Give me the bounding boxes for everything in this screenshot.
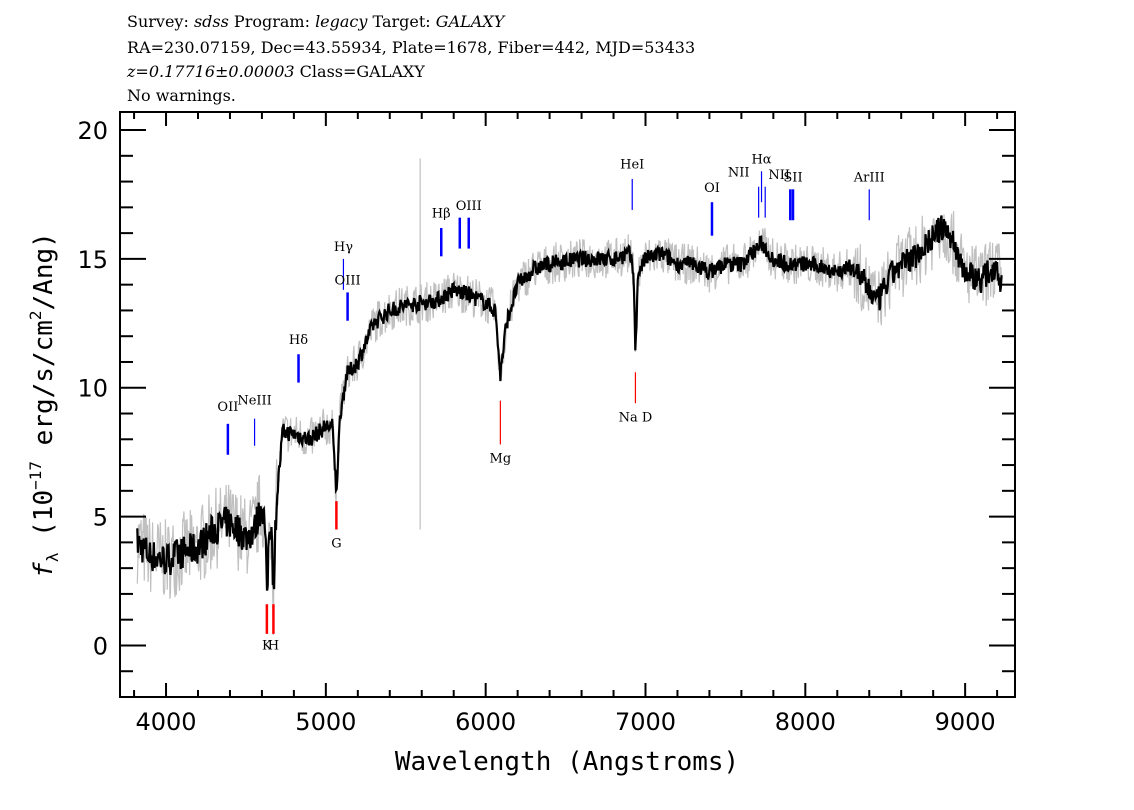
spectral-line-Mg: Mg xyxy=(490,400,512,466)
line-label: Na D xyxy=(619,410,653,425)
spectral-line-NeIII: NeIII xyxy=(237,394,272,446)
spectral-line-OIII: OIII xyxy=(456,199,482,249)
line-label: Hβ xyxy=(432,207,451,222)
y-tick-label: 20 xyxy=(77,117,108,145)
spectral-line-NII: NII xyxy=(764,168,790,218)
spectral-line-SII: SII xyxy=(783,171,803,221)
line-label: K xyxy=(262,638,272,653)
spectral-line-OII: OII xyxy=(217,400,238,455)
x-tick-label: 4000 xyxy=(135,708,196,736)
y-axis-label: fλ (10−17 erg/s/cm2/Ang) xyxy=(26,232,62,578)
y-tick-label: 5 xyxy=(93,504,108,532)
line-label: HeI xyxy=(620,158,644,173)
line-label: SII xyxy=(783,171,802,186)
survey-label: Survey: xyxy=(127,12,189,31)
line-label: OI xyxy=(704,181,720,196)
x-tick-label: 5000 xyxy=(295,708,356,736)
line-label: Mg xyxy=(490,451,512,466)
flux-series xyxy=(136,215,1003,591)
spectral-line-HeI: HeI xyxy=(620,158,644,210)
flux-line xyxy=(136,215,1003,591)
line-label: OII xyxy=(217,400,238,415)
spectral-line-Hβ: Hβ xyxy=(432,207,451,257)
line-label: NII xyxy=(728,165,750,180)
y-tick-label: 15 xyxy=(77,246,108,274)
line-label: G xyxy=(331,537,341,552)
x-axis-label: Wavelength (Angstroms) xyxy=(395,747,739,777)
spectral-line-K: K xyxy=(262,604,272,653)
spectral-line-G: G xyxy=(331,501,342,552)
spectral-line-NII: NII xyxy=(728,165,760,218)
program-label: Program: xyxy=(233,12,310,31)
spectral-line-Hα: Hα xyxy=(751,153,772,203)
spectral-line-Hδ: Hδ xyxy=(289,333,308,383)
x-tick-label: 8000 xyxy=(775,708,836,736)
header-line-coordinates: RA=230.07159, Dec=43.55934, Plate=1678, … xyxy=(127,38,696,57)
y-tick-label: 0 xyxy=(93,632,108,660)
header-line-survey: Survey: sdss Program: legacy Target: GAL… xyxy=(127,12,504,32)
line-label: H xyxy=(268,638,279,653)
target-value: GALAXY xyxy=(435,12,505,31)
line-label: OIII xyxy=(456,199,482,214)
class-value: Class=GALAXY xyxy=(299,62,425,81)
line-label: ArIII xyxy=(853,171,885,186)
redshift-value: z=0.17716±0.00003 xyxy=(127,62,295,81)
header-line-redshift: z=0.17716±0.00003 Class=GALAXY xyxy=(127,62,425,82)
spectral-line-OI: OI xyxy=(704,181,720,236)
line-label: Hα xyxy=(751,153,771,168)
line-label: NII xyxy=(768,168,790,183)
survey-value: sdss xyxy=(193,12,229,31)
spectral-line-Na-D: Na D xyxy=(619,372,653,425)
spectral-line-OIII: OIII xyxy=(335,274,361,321)
line-label: Hδ xyxy=(289,333,308,348)
program-value: legacy xyxy=(315,12,368,31)
plot-frame xyxy=(119,111,1016,698)
target-label: Target: xyxy=(372,12,431,31)
line-label: Hγ xyxy=(334,240,353,255)
x-tick-label: 7000 xyxy=(615,708,676,736)
header-line-warnings: No warnings. xyxy=(127,86,236,105)
x-tick-label: 9000 xyxy=(935,708,996,736)
line-label: OIII xyxy=(335,274,361,289)
spectral-line-ArIII: ArIII xyxy=(853,171,885,221)
line-label: NeIII xyxy=(237,394,271,409)
x-tick-label: 6000 xyxy=(455,708,516,736)
spectral-line-Hγ: Hγ xyxy=(334,240,353,290)
axes: 4000 5000 6000 7000 8000 9000 0 5 10 15 20 xyxy=(77,112,1015,736)
spectral-line-H: H xyxy=(268,604,279,653)
y-tick-label: 10 xyxy=(77,375,108,403)
